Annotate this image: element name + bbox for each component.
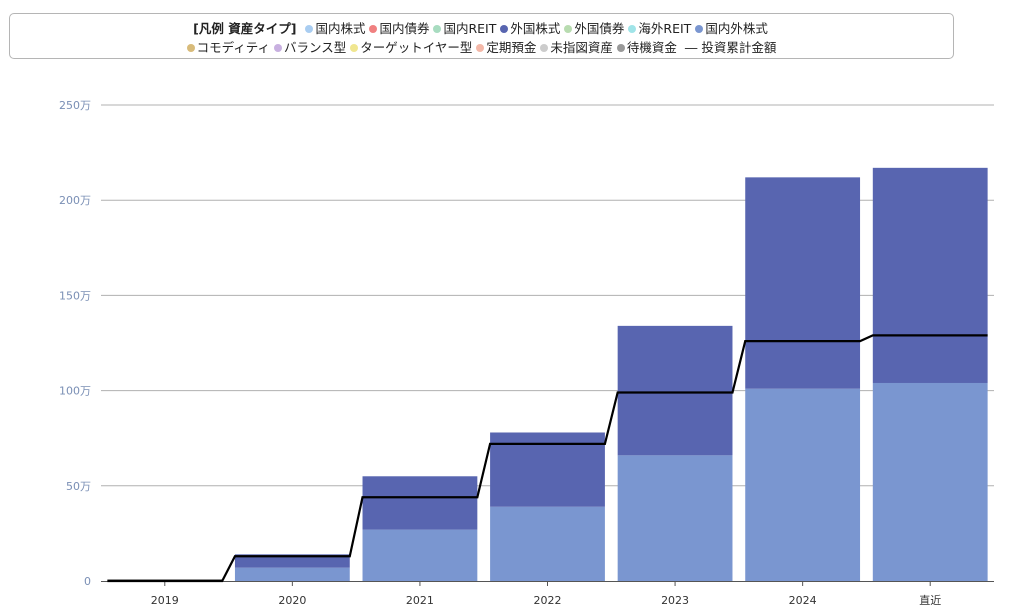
bar-segment (872, 382, 988, 581)
bar-segment (617, 325, 733, 456)
cumulative-investment-line (107, 334, 988, 583)
y-tick-label: 150万 (59, 289, 91, 302)
y-tick-label: 0 (84, 575, 91, 588)
y-tick-label: 100万 (59, 385, 91, 398)
legend-dot-icon (273, 44, 282, 52)
legend-item: ターゲットイヤー型 (350, 37, 472, 56)
legend-item: バランス型 (273, 37, 347, 56)
x-tick-label: 2022 (534, 594, 562, 607)
legend-label: 投資累計金額 (701, 40, 777, 55)
legend-label: 国内REIT (443, 21, 497, 36)
legend-item: 未指図資産 (540, 37, 613, 56)
x-tick-label: 直近 (919, 593, 941, 607)
legend-item: 国内外株式 (695, 18, 768, 37)
legend-label: コモディティ (196, 40, 270, 55)
legend-label: 外国株式 (510, 21, 561, 36)
legend-item: 海外REIT (628, 18, 691, 37)
bar-segment (490, 506, 605, 581)
legend-line-icon: ― (684, 40, 698, 55)
y-tick-label: 50万 (66, 480, 91, 493)
legend-label: 国内債券 (379, 21, 430, 36)
legend-item: 外国株式 (500, 18, 560, 37)
bar-segment (234, 554, 350, 568)
bar-segment (362, 476, 478, 530)
legend-item: 国内REIT (433, 18, 496, 37)
legend-dot-icon (500, 25, 509, 33)
legend-label: 未指図資産 (550, 40, 613, 55)
legend-label: バランス型 (283, 40, 347, 55)
y-tick-label: 200万 (59, 194, 91, 207)
legend-dot-icon (305, 25, 314, 33)
legend-dot-icon (564, 25, 573, 33)
bar-segment (745, 388, 861, 581)
legend-title: [凡例 資産タイプ] (193, 21, 297, 36)
legend-item: 定期預金 (476, 37, 536, 56)
bar-segment (617, 455, 733, 581)
bar-segment (745, 177, 861, 389)
legend-dot-icon (369, 25, 378, 33)
x-tick-label: 2021 (406, 594, 434, 607)
y-tick-label: 250万 (59, 99, 91, 112)
legend-item: 国内株式 (305, 18, 365, 37)
legend-label: 国内株式 (315, 21, 366, 36)
legend-label: 定期預金 (486, 40, 537, 55)
legend-item: コモディティ (186, 37, 270, 56)
legend-dot-icon (628, 25, 637, 33)
x-tick-label: 2019 (151, 594, 179, 607)
legend-row-1: [凡例 資産タイプ] 国内株式 国内債券 国内REIT 外国株式 外国債券 海外REIT 国… (10, 18, 953, 37)
legend-dot-icon (616, 44, 625, 52)
legend-dot-icon (350, 44, 359, 52)
legend-label: 海外REIT (638, 21, 692, 36)
legend-item: 外国債券 (564, 18, 624, 37)
bar-segment (362, 529, 478, 581)
legend-label: 外国債券 (574, 21, 625, 36)
x-tick-label: 2023 (661, 594, 689, 607)
legend-item-line: ― 投資累計金額 (685, 37, 777, 56)
chart-legend: [凡例 資産タイプ] 国内株式 国内債券 国内REIT 外国株式 外国債券 海外REIT 国… (9, 13, 954, 59)
legend-dot-icon (186, 44, 195, 52)
legend-dot-icon (540, 44, 549, 52)
x-tick-label: 2024 (789, 594, 817, 607)
legend-dot-icon (476, 44, 485, 52)
legend-item: 国内債券 (369, 18, 429, 37)
legend-row-2: コモディティ バランス型 ターゲットイヤー型 定期預金 未指図資産 待機資金 ― 投資累計金額 (10, 37, 953, 56)
legend-label: 国内外株式 (705, 21, 768, 36)
legend-item: 待機資金 (616, 37, 677, 56)
legend-dot-icon (695, 25, 704, 33)
bar-segment (872, 167, 988, 383)
bar-segment (234, 567, 350, 581)
legend-label: ターゲットイヤー型 (360, 40, 473, 55)
legend-dot-icon (433, 25, 442, 33)
x-tick-label: 2020 (278, 594, 306, 607)
legend-label: 待機資金 (626, 40, 677, 55)
